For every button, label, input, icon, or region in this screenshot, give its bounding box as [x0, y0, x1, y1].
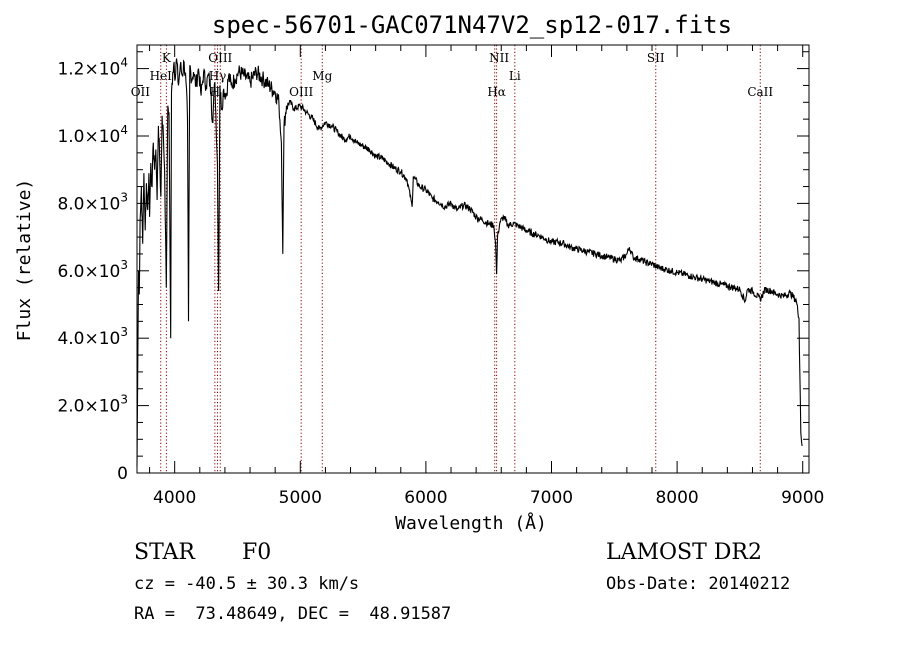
- line-label-11: SII: [647, 51, 665, 65]
- x-tick-label-4000: 4000: [153, 488, 196, 508]
- chart-title: spec-56701-GAC071N47V2_sp12-017.fits: [212, 11, 732, 39]
- observation-date: Obs-Date: 20140212: [606, 574, 791, 594]
- y-tick-label-12000: 1.2×104: [57, 56, 128, 80]
- x-tick-label-8000: 8000: [655, 488, 698, 508]
- spectral-line-markers: [160, 45, 761, 473]
- y-tick-label-0: 0: [117, 464, 128, 484]
- line-label-7: Mg: [312, 69, 332, 83]
- x-tick-label-7000: 7000: [530, 488, 573, 508]
- x-axis-ticks: 4000 5000 6000 7000 8000 9000: [149, 45, 824, 508]
- y-axis-ticks: 0 2.0×103 4.0×103 6.0×103 8.0×103 1.0×104 1.2×…: [57, 51, 809, 484]
- line-label-1: HeI: [150, 69, 173, 83]
- x-tick-label-9000: 9000: [781, 488, 824, 508]
- y-tick-label-8000: 8.0×103: [57, 190, 128, 214]
- y-tick-label-10000: 1.0×104: [57, 123, 128, 147]
- line-label-4: Hγ: [209, 69, 227, 83]
- spectrum-series-line: [136, 58, 803, 467]
- object-class: STAR: [134, 540, 195, 565]
- y-tick-label-4000: 4.0×103: [57, 325, 128, 349]
- x-tick-label-5000: 5000: [279, 488, 322, 508]
- line-label-10: Hα: [487, 85, 506, 99]
- line-label-6: OIII: [289, 85, 313, 99]
- line-label-12: CaII: [747, 85, 773, 99]
- line-label-9: Li: [509, 69, 521, 83]
- y-tick-label-6000: 6.0×103: [57, 258, 128, 282]
- redshift-velocity: cz = -40.5 ± 30.3 km/s: [134, 574, 360, 594]
- y-axis-label: Flux (relative): [14, 179, 35, 342]
- x-tick-label-6000: 6000: [404, 488, 447, 508]
- x-axis-label: Wavelength (Å): [395, 512, 547, 534]
- survey-name: LAMOST DR2: [606, 540, 762, 565]
- line-label-8: NII: [489, 51, 509, 65]
- object-subclass: F0: [242, 540, 272, 565]
- line-label-2: K: [162, 51, 172, 65]
- ra-dec-coordinates: RA = 73.48649, DEC = 48.91587: [134, 604, 452, 624]
- plot-frame: [136, 44, 810, 474]
- line-label-3: OIII: [208, 51, 232, 65]
- y-tick-label-2000: 2.0×103: [57, 393, 128, 417]
- line-label-0: OII: [131, 85, 151, 99]
